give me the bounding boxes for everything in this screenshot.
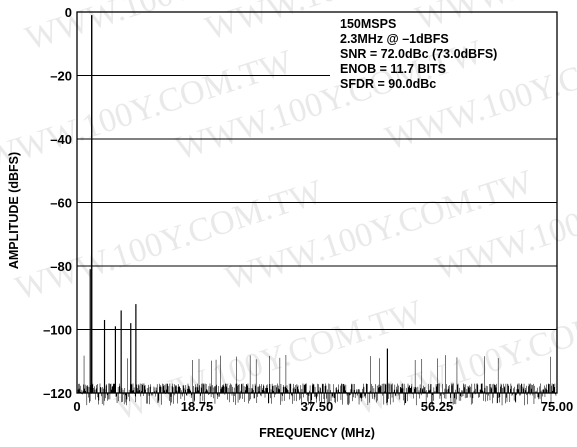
y-tick-label: 0 [65,5,72,20]
annotation-line: 2.3MHz @ –1dBFS [340,32,449,46]
x-tick-label: 75.00 [541,399,574,414]
x-axis-label: FREQUENCY (MHz) [259,426,375,440]
annotation-line: SNR = 72.0dBc (73.0dBFS) [340,47,497,61]
x-tick-label: 18.75 [181,399,214,414]
x-tick-label: 0 [73,399,80,414]
y-tick-label: –40 [50,132,72,147]
y-tick-label: –60 [50,196,72,211]
annotation-line: ENOB = 11.7 BITS [340,62,446,76]
plot-frame [76,11,558,394]
y-tick-label: –120 [43,386,72,401]
watermark-text: WWW.100Y.COM.TW [221,163,538,297]
y-tick-label: –20 [50,69,72,84]
spur-series [89,15,388,393]
y-tick-label: –80 [50,259,72,274]
watermark-layer: WWW.100Y.COM.TWWWW.100Y.COM.TWWWW.100Y.C… [0,0,577,428]
gridlines [77,75,557,330]
annotation-line: SFDR = 90.0dBc [340,77,436,91]
x-tick-labels: 0 18.75 37.50 56.25 75.00 [73,399,573,414]
x-tick-label: 56.25 [421,399,454,414]
annotation-line: 150MSPS [340,17,396,31]
watermark-text: WWW.100Y.COM.TW [11,173,328,307]
y-axis-label: AMPLITUDE (dBFS) [7,152,21,269]
y-tick-labels: 0 –20 –40 –60 –80 –100 –120 [43,5,72,401]
x-tick-label: 37.50 [301,399,334,414]
y-tick-label: –100 [43,323,72,338]
